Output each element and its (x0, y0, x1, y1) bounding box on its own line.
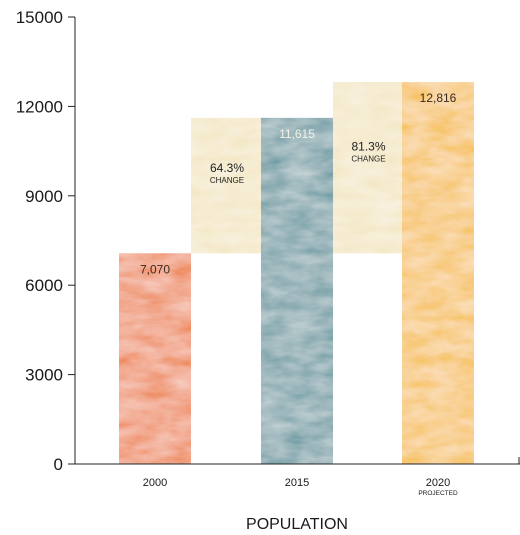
bar-2015 (261, 117, 333, 465)
change-label: CHANGE (351, 155, 385, 164)
axes (68, 16, 520, 465)
y-tick-label: 15000 (16, 8, 63, 27)
y-tick-label: 12000 (16, 97, 63, 116)
x-tick-sublabel: PROJECTED (418, 490, 458, 497)
change-panel (333, 82, 404, 254)
change-percent: 64.3% (210, 161, 244, 175)
bar-2000 (119, 253, 191, 464)
change-label: CHANGE (210, 176, 244, 185)
change-panel (191, 117, 263, 254)
x-axis-title: POPULATION (246, 516, 348, 533)
y-tick-label: 6000 (25, 276, 63, 295)
x-tick-label: 2015 (285, 477, 309, 489)
bars (119, 82, 474, 465)
y-tick-label: 0 (54, 455, 63, 474)
bar-value-label: 12,816 (420, 91, 457, 105)
x-tick-label: 2000 (143, 477, 167, 489)
bar-value-label: 11,615 (279, 127, 315, 141)
y-tick-label: 3000 (25, 366, 63, 385)
bar-2020 (402, 82, 474, 465)
change-percent: 81.3% (351, 140, 385, 154)
x-tick-label: 2020 (426, 477, 450, 489)
labels: 64.3%CHANGE81.3%CHANGE7,07011,61512,8160… (16, 8, 458, 533)
bar-value-label: 7,070 (140, 262, 170, 276)
change-annotations (191, 82, 404, 254)
y-tick-label: 9000 (25, 187, 63, 206)
